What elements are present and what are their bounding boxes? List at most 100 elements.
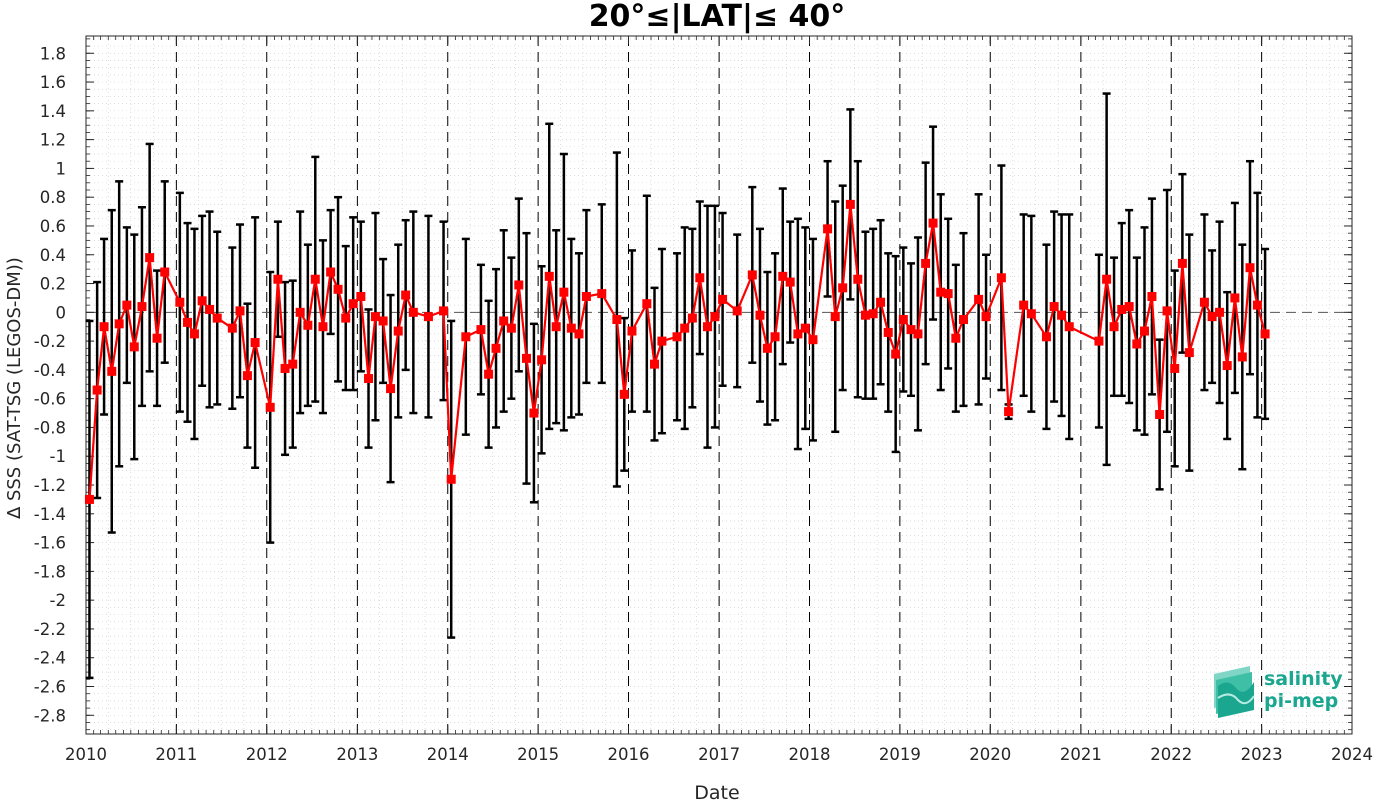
- data-point-marker: [566, 323, 576, 333]
- data-point-marker: [212, 313, 222, 323]
- data-point-marker: [883, 327, 893, 337]
- data-point-marker: [1117, 304, 1127, 314]
- y-tick-label: 1.2: [40, 131, 66, 150]
- data-point-marker: [326, 267, 336, 277]
- data-point-marker: [680, 323, 690, 333]
- data-point-marker: [99, 322, 109, 332]
- y-tick-label: -2.4: [34, 649, 66, 668]
- data-point-marker: [393, 326, 403, 336]
- data-point-marker: [928, 218, 938, 228]
- data-point-marker: [1140, 326, 1150, 336]
- data-point-marker: [1004, 407, 1014, 417]
- data-point-marker: [273, 274, 283, 284]
- data-point-marker: [1237, 352, 1247, 362]
- data-point-marker: [642, 299, 652, 309]
- data-point-marker: [423, 312, 433, 322]
- error-bars: [85, 92, 1270, 680]
- x-tick-label: 2019: [879, 745, 921, 764]
- data-point-marker: [959, 315, 969, 325]
- data-point-marker: [544, 271, 554, 281]
- data-point-marker: [205, 304, 215, 314]
- data-point-marker: [612, 315, 622, 325]
- data-point-marker: [921, 258, 931, 268]
- data-point-marker: [755, 310, 765, 320]
- data-point-marker: [996, 273, 1006, 283]
- y-tick-label: 1.8: [40, 44, 66, 63]
- data-point-marker: [521, 353, 531, 363]
- data-point-marker: [378, 316, 388, 326]
- logo-text-pi-mep: pi-mep: [1264, 690, 1339, 712]
- data-point-marker: [1124, 302, 1134, 312]
- data-point-marker: [627, 326, 637, 336]
- x-tick-label: 2020: [969, 745, 1011, 764]
- y-tick-label: -0.8: [34, 418, 66, 437]
- chart-title: 20°≤|LAT|≤ 40°: [589, 0, 846, 34]
- data-point-marker: [1041, 332, 1051, 342]
- data-point-marker: [672, 332, 682, 342]
- data-point-marker: [1252, 300, 1262, 310]
- data-point-marker: [107, 366, 117, 376]
- data-point-marker: [499, 316, 509, 326]
- data-point-marker: [574, 329, 584, 339]
- data-point-marker: [122, 300, 132, 310]
- data-point-marker: [778, 271, 788, 281]
- data-point-marker: [341, 313, 351, 323]
- data-point-marker: [333, 284, 343, 294]
- y-tick-label: 0.2: [40, 275, 66, 294]
- data-point-marker: [845, 199, 855, 209]
- data-point-marker: [529, 408, 539, 418]
- data-point-marker: [1177, 258, 1187, 268]
- data-point-marker: [1184, 348, 1194, 358]
- x-tick-label: 2012: [246, 745, 288, 764]
- data-point-marker: [1102, 274, 1112, 284]
- data-point-marker: [974, 294, 984, 304]
- data-point-marker: [476, 325, 486, 335]
- data-point-marker: [92, 385, 102, 395]
- data-point-marker: [1162, 306, 1172, 316]
- data-point-marker: [189, 329, 199, 339]
- x-tick-label: 2016: [608, 745, 650, 764]
- wave-logo-icon: [1214, 666, 1255, 718]
- plot-frame: [85, 35, 1353, 735]
- data-point-marker: [1049, 302, 1059, 312]
- data-point-marker: [718, 294, 728, 304]
- y-tick-label: -1.4: [34, 505, 66, 524]
- data-point-marker: [1170, 363, 1180, 373]
- data-point-marker: [235, 306, 245, 316]
- y-tick-label: -1.8: [34, 562, 66, 581]
- x-tick-label: 2023: [1241, 745, 1283, 764]
- data-point-marker: [439, 306, 449, 316]
- data-point-marker: [265, 402, 275, 412]
- data-point-marker: [364, 374, 374, 384]
- y-tick-label: 1: [56, 159, 67, 178]
- data-point-marker: [770, 332, 780, 342]
- data-point-marker: [537, 355, 547, 365]
- data-point-marker: [597, 289, 607, 299]
- data-point-marker: [747, 270, 757, 280]
- data-point-marker: [1026, 309, 1036, 319]
- x-tick-label: 2010: [65, 745, 107, 764]
- data-point-marker: [732, 306, 742, 316]
- data-point-marker: [943, 289, 953, 299]
- y-tick-label: -0.2: [34, 332, 66, 351]
- data-point-marker: [152, 333, 162, 343]
- x-tick-label: 2021: [1060, 745, 1102, 764]
- data-point-marker: [800, 323, 810, 333]
- y-tick-label: 1.6: [40, 73, 66, 92]
- data-point-marker: [649, 359, 659, 369]
- series-markers: [84, 199, 1270, 504]
- data-point-marker: [491, 343, 501, 353]
- logo-text-salinity: salinity: [1264, 668, 1343, 690]
- data-point-marker: [461, 332, 471, 342]
- y-tick-label: -2.8: [34, 706, 66, 725]
- data-point-marker: [446, 474, 456, 484]
- data-point-marker: [1094, 336, 1104, 346]
- data-point-marker: [356, 291, 366, 301]
- data-point-marker: [785, 277, 795, 287]
- data-point-marker: [853, 274, 863, 284]
- data-point-marker: [868, 309, 878, 319]
- data-point-marker: [1155, 410, 1165, 420]
- y-tick-label: -1.6: [34, 534, 66, 553]
- y-tick-label: -0.6: [34, 390, 66, 409]
- data-point-marker: [762, 343, 772, 353]
